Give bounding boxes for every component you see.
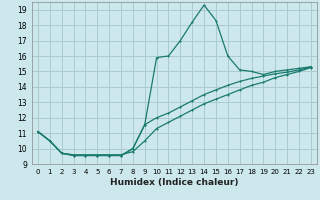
X-axis label: Humidex (Indice chaleur): Humidex (Indice chaleur): [110, 178, 239, 187]
